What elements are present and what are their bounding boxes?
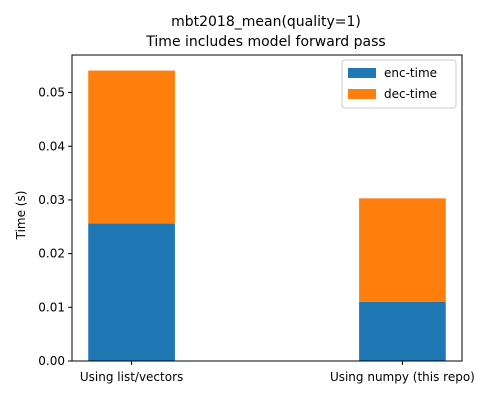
chart-title: mbt2018_mean(quality=1) <box>171 14 361 30</box>
legend-label-enc-time: enc-time <box>384 66 437 80</box>
bar-dec-time-1 <box>359 198 446 302</box>
y-tick-label: 0.04 <box>38 139 65 153</box>
legend-swatch-enc-time <box>348 68 376 78</box>
y-tick-label: 0.05 <box>38 86 65 100</box>
bar-dec-time-0 <box>88 70 175 224</box>
y-tick-label: 0.02 <box>38 247 65 261</box>
y-axis-label: Time (s) <box>14 191 28 241</box>
legend-swatch-dec-time <box>348 89 376 99</box>
plot-area <box>88 70 446 361</box>
chart-subtitle: Time includes model forward pass <box>145 34 385 50</box>
axis-ticks: Using list/vectors Using numpy (this repo… <box>38 86 475 384</box>
x-tick-label: Using numpy (this repo) <box>330 370 475 384</box>
bar-enc-time-0 <box>88 223 175 361</box>
legend-label-dec-time: dec-time <box>384 87 437 101</box>
x-tick-label: Using list/vectors <box>80 370 183 384</box>
y-tick-label: 0.03 <box>38 193 65 207</box>
y-tick-label: 0.00 <box>38 354 65 368</box>
y-tick-label: 0.01 <box>38 300 65 314</box>
legend: enc-time dec-time <box>341 59 457 109</box>
plot-frame <box>71 54 463 362</box>
bar-enc-time-1 <box>359 301 446 361</box>
